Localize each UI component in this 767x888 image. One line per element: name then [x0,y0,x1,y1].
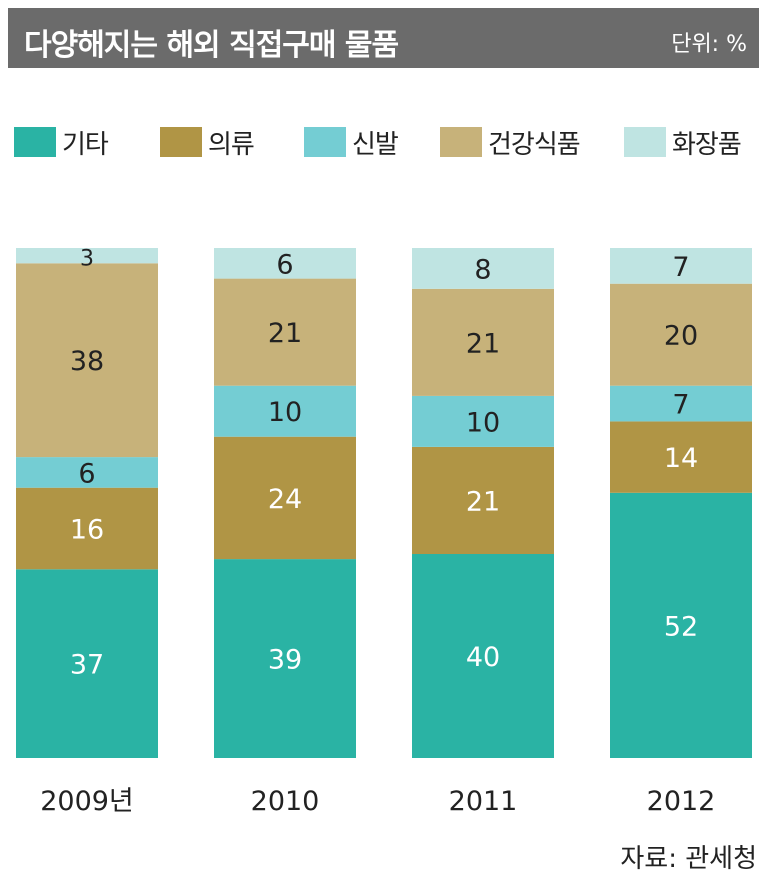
data-label-1-3: 14 [664,443,698,474]
legend-label-health-food: 건강식품 [488,129,581,160]
legend-item-clothing: 의류 [160,122,255,162]
legend-item-cosmetics: 화장품 [624,122,742,162]
bar-segment-3-0 [16,263,158,458]
data-label-4-2: 8 [474,254,491,285]
unit-label: 단위: % [671,32,747,57]
x-tick-label-3: 2012 [647,786,716,817]
data-label-3-0: 38 [70,346,104,377]
data-label-1-0: 16 [70,515,104,546]
bar-segment-0-0 [16,569,158,758]
legend-swatch-etc [14,127,56,157]
data-label-1-2: 21 [466,486,500,517]
data-label-1-1: 24 [268,484,302,515]
legend-swatch-cosmetics [624,127,666,157]
data-label-4-3: 7 [672,252,689,283]
legend: 기타 의류 신발 건강식품 화장품 [14,122,759,162]
bar-segment-3-3 [610,283,752,386]
legend-swatch-clothing [160,127,202,157]
bar-segment-0-3 [610,492,752,758]
title-bar: 다양해지는 해외 직접구매 물품 단위: % [8,8,759,68]
chart-title: 다양해지는 해외 직접구매 물품 [24,28,399,63]
legend-swatch-health-food [440,127,482,157]
data-label-3-3: 20 [664,321,698,352]
legend-item-health-food: 건강식품 [440,122,581,162]
bar-segment-2-1 [214,385,356,437]
bar-segment-4-3 [610,248,752,284]
bar-segment-4-0 [16,248,158,264]
legend-item-shoes: 신발 [304,122,399,162]
x-tick-label-1: 2010 [251,786,320,817]
bar-segment-4-2 [412,248,554,289]
legend-label-shoes: 신발 [352,129,399,160]
bar-segment-1-3 [610,421,752,493]
legend-label-clothing: 의류 [208,129,255,160]
data-label-2-2: 10 [466,407,500,438]
data-label-3-2: 21 [466,328,500,359]
data-label-2-1: 10 [268,397,302,428]
data-label-0-1: 39 [268,645,302,676]
stacked-bar-chart: 37 16 6 38 3 2009년 39 24 10 21 6 2010 40 21 10 21 8 2011 5… [16,247,752,817]
legend-swatch-shoes [304,127,346,157]
bar-segment-3-2 [412,288,554,396]
x-tick-label-0: 2009년 [40,786,134,817]
data-label-2-3: 7 [672,390,689,421]
source-note: 자료: 관세청 [620,844,757,874]
data-label-0-0: 37 [70,650,104,681]
legend-label-etc: 기타 [62,129,109,160]
data-label-0-2: 40 [466,642,500,673]
bar-segment-0-1 [214,559,356,758]
bar-segment-1-1 [214,436,356,560]
bar-segment-2-2 [412,395,554,447]
bar-segment-2-0 [16,457,158,488]
data-label-0-3: 52 [664,611,698,642]
data-label-2-0: 6 [78,458,95,489]
data-label-3-1: 21 [268,318,302,349]
bar-segment-1-2 [412,446,554,554]
x-tick-label-2: 2011 [449,786,518,817]
data-label-4-0: 3 [80,247,94,272]
legend-item-etc: 기타 [14,122,109,162]
bar-segment-0-2 [412,554,554,758]
data-label-4-1: 6 [276,249,293,280]
bar-segment-1-0 [16,487,158,570]
bar-segment-2-3 [610,385,752,422]
bar-segment-3-1 [214,278,356,386]
legend-label-cosmetics: 화장품 [672,129,742,160]
bar-segment-4-1 [214,248,356,279]
